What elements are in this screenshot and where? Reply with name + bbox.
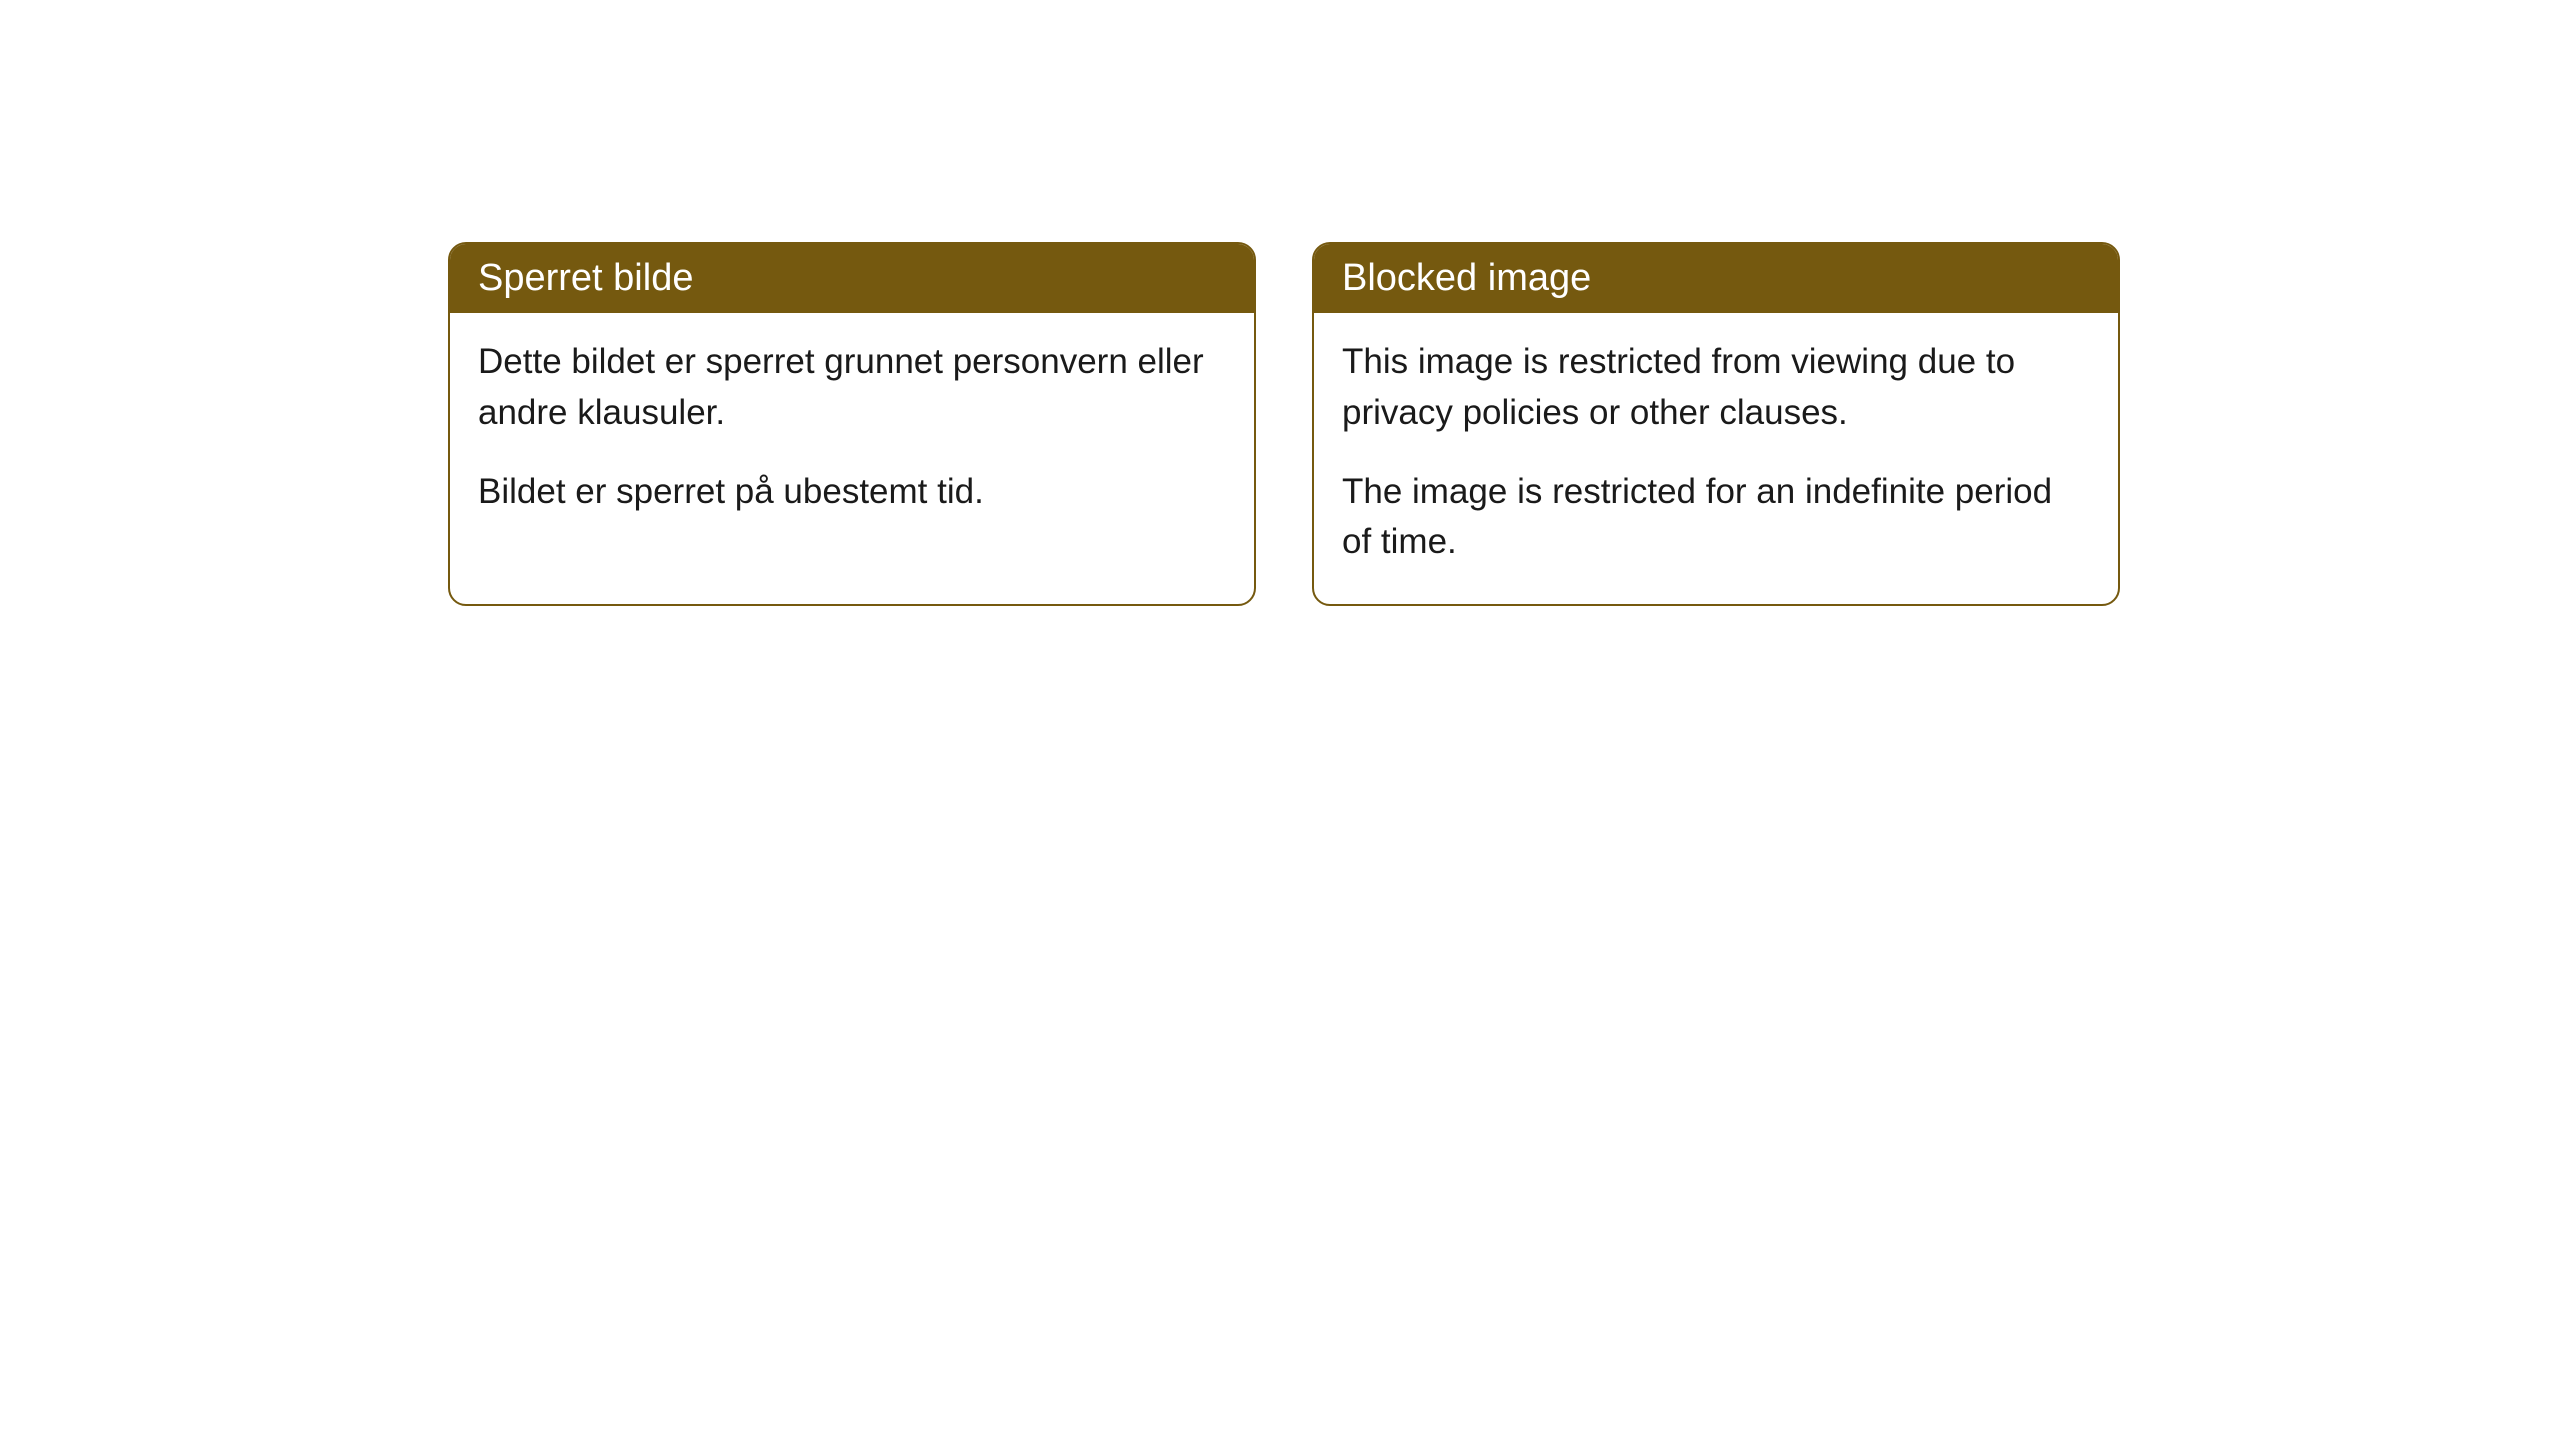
card-paragraph-norwegian-2: Bildet er sperret på ubestemt tid.	[478, 467, 1226, 518]
card-title-english: Blocked image	[1342, 257, 1591, 299]
card-paragraph-english-2: The image is restricted for an indefinit…	[1342, 467, 2090, 569]
card-header-english: Blocked image	[1314, 244, 2118, 313]
card-body-english: This image is restricted from viewing du…	[1314, 313, 2118, 604]
blocked-image-card-norwegian: Sperret bilde Dette bildet er sperret gr…	[448, 242, 1256, 606]
notice-cards-container: Sperret bilde Dette bildet er sperret gr…	[448, 242, 2120, 606]
card-body-norwegian: Dette bildet er sperret grunnet personve…	[450, 313, 1254, 553]
card-paragraph-english-1: This image is restricted from viewing du…	[1342, 337, 2090, 439]
card-header-norwegian: Sperret bilde	[450, 244, 1254, 313]
blocked-image-card-english: Blocked image This image is restricted f…	[1312, 242, 2120, 606]
card-paragraph-norwegian-1: Dette bildet er sperret grunnet personve…	[478, 337, 1226, 439]
card-title-norwegian: Sperret bilde	[478, 257, 693, 299]
